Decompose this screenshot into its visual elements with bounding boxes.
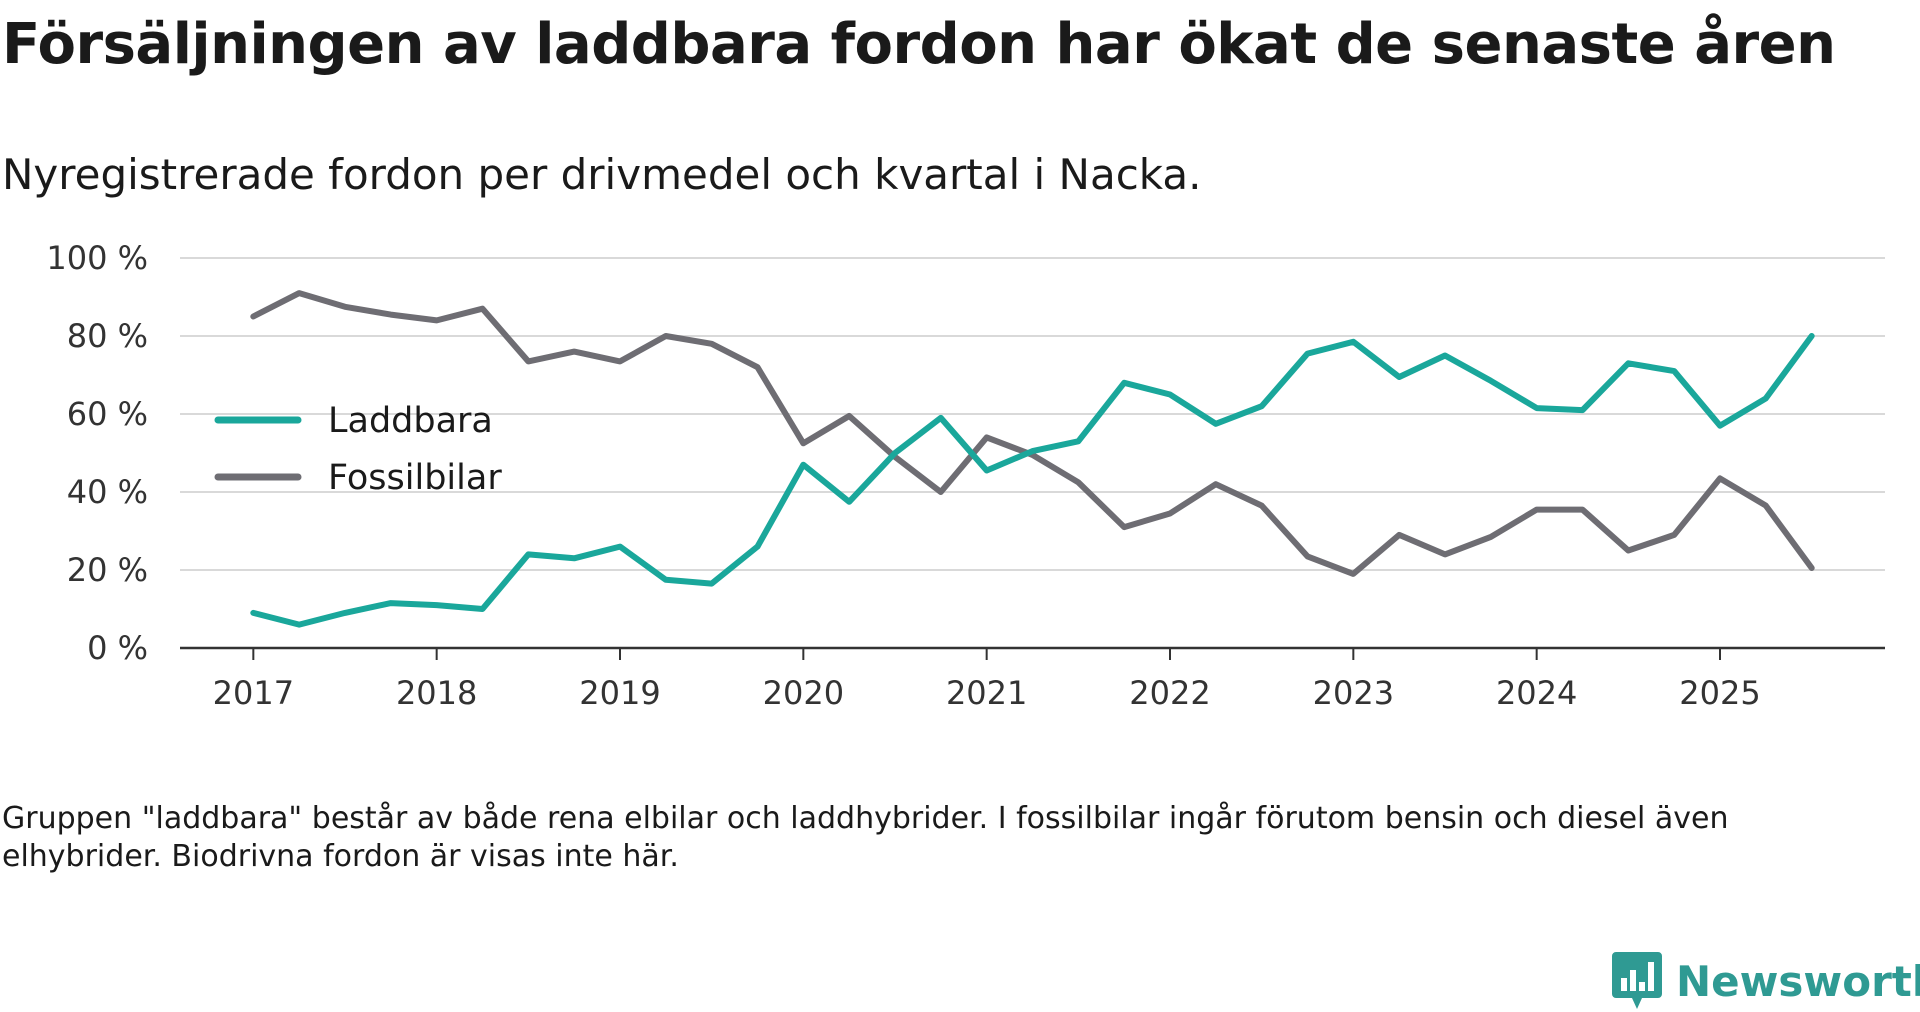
x-tick-label: 2020: [763, 674, 844, 712]
series-line-laddbara: [250, 333, 1815, 628]
y-tick-label: 100 %: [46, 239, 148, 277]
y-tick-label: 40 %: [67, 473, 148, 511]
legend-label-laddbara: Laddbara: [328, 401, 493, 441]
line-chart: 0 % 20 % 40 % 60 % 80 % 100 % 2017 2018 2019 2020…: [46, 239, 1885, 712]
y-tick-label: 80 %: [67, 317, 148, 355]
axis-layer: 0 % 20 % 40 % 60 % 80 % 100 % 2017 2018 2019 2020…: [46, 239, 1885, 712]
chart-subtitle: Nyregistrerade fordon per drivmedel och …: [2, 150, 1202, 199]
chart-title: Försäljningen av laddbara fordon har öka…: [2, 12, 1836, 77]
footnote: Gruppen "laddbara" består av både rena e…: [2, 801, 1729, 874]
brand-name: Newsworthy: [1676, 956, 1920, 1006]
grid-layer: [180, 257, 1885, 571]
x-tick-label: 2022: [1129, 674, 1210, 712]
y-tick-label: 0 %: [87, 629, 148, 667]
legend: Laddbara Fossilbilar: [214, 401, 502, 498]
x-tick-label: 2023: [1313, 674, 1394, 712]
x-tick-label: 2018: [396, 674, 477, 712]
x-tick-label: 2021: [946, 674, 1027, 712]
series-layer: [250, 290, 1815, 628]
x-tick-label: 2017: [213, 674, 294, 712]
newsworthy-logo-icon: [1612, 952, 1662, 1009]
x-tick-label: 2024: [1496, 674, 1577, 712]
brand-logo: Newsworthy: [1612, 950, 1920, 1012]
series-line-fossilbilar: [250, 290, 1815, 577]
legend-label-fossilbilar: Fossilbilar: [328, 458, 502, 498]
x-tick-label: 2025: [1679, 674, 1760, 712]
y-tick-label: 20 %: [67, 551, 148, 589]
y-tick-label: 60 %: [67, 395, 148, 433]
x-tick-label: 2019: [579, 674, 660, 712]
